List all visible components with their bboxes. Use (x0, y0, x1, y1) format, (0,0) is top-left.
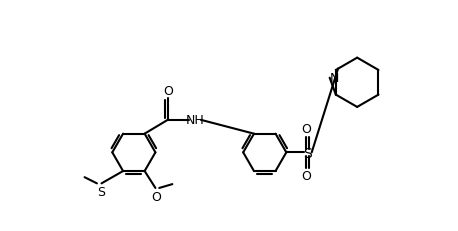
Text: O: O (301, 123, 311, 136)
Text: O: O (301, 170, 311, 182)
Text: O: O (163, 84, 173, 97)
Text: NH: NH (185, 114, 204, 127)
Text: N: N (330, 71, 339, 84)
Text: O: O (151, 190, 161, 203)
Text: S: S (97, 185, 105, 198)
Text: S: S (304, 146, 312, 160)
